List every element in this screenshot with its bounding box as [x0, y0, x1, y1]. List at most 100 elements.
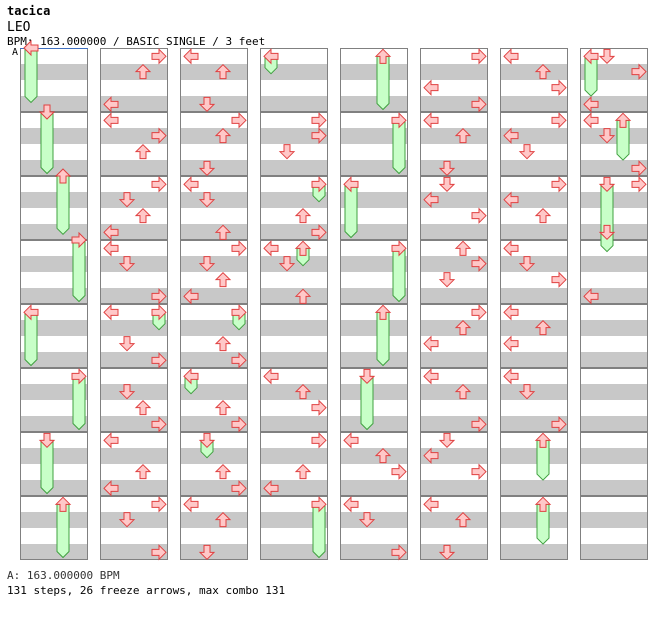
measure-border	[420, 368, 488, 432]
down-arrow-icon	[118, 512, 136, 528]
measure-stripe	[420, 416, 488, 432]
measure-border	[420, 432, 488, 496]
measure-stripe	[260, 128, 328, 144]
left-arrow-icon	[103, 432, 119, 449]
measure-stripe	[580, 480, 648, 496]
measure-border	[180, 112, 248, 176]
measure-stripe	[500, 288, 568, 304]
measure-border	[180, 496, 248, 560]
measure-border	[260, 112, 328, 176]
right-arrow-icon	[471, 463, 487, 480]
freeze-arrow-body	[344, 183, 358, 239]
right-freeze-head-icon	[311, 496, 327, 513]
right-arrow-icon	[151, 352, 167, 369]
right-arrow-icon	[551, 271, 567, 288]
measure-stripe	[420, 480, 488, 496]
measure-stripe	[420, 256, 488, 272]
measure-border	[500, 304, 568, 368]
freeze-arrow-body	[360, 375, 374, 431]
measure-stripe	[100, 320, 168, 336]
measure-border	[580, 432, 648, 496]
right-arrow-icon	[311, 127, 327, 144]
down-arrow-icon	[598, 128, 616, 144]
measure-stripe	[100, 352, 168, 368]
measure-stripe	[420, 96, 488, 112]
left-freeze-head-icon	[343, 176, 359, 193]
measure-border	[100, 304, 168, 368]
up-arrow-icon	[534, 319, 552, 336]
freeze-arrow-body	[24, 47, 38, 104]
left-arrow-icon	[183, 288, 199, 305]
left-arrow-icon	[583, 288, 599, 305]
measure-border	[420, 304, 488, 368]
measure-stripe	[340, 64, 408, 80]
measure-stripe	[580, 384, 648, 400]
down-arrow-icon	[118, 192, 136, 208]
up-arrow-icon	[294, 207, 312, 224]
down-arrow-icon	[278, 144, 296, 160]
left-arrow-icon	[503, 127, 519, 144]
freeze-arrow-body	[392, 247, 406, 303]
measure-stripe	[500, 448, 568, 464]
measure-border	[180, 240, 248, 304]
measure-border	[100, 48, 168, 112]
measure-border	[20, 304, 88, 368]
right-arrow-icon	[471, 96, 487, 113]
right-arrow-icon	[151, 48, 167, 65]
measure-border	[580, 496, 648, 560]
right-arrow-icon	[311, 399, 327, 416]
measure-stripe	[180, 416, 248, 432]
down-arrow-icon	[198, 96, 216, 113]
up-arrow-icon	[134, 207, 152, 224]
right-freeze-head-icon	[151, 304, 167, 321]
up-arrow-icon	[454, 383, 472, 400]
measure-stripe	[420, 64, 488, 80]
up-freeze-head-icon	[534, 432, 552, 448]
measure-stripe	[260, 320, 328, 336]
left-arrow-icon	[503, 304, 519, 321]
measure-border	[500, 496, 568, 560]
up-arrow-icon	[214, 511, 232, 528]
left-arrow-icon	[343, 432, 359, 449]
down-arrow-icon	[198, 192, 216, 208]
measure-stripe	[20, 192, 88, 208]
up-arrow-icon	[294, 463, 312, 480]
up-arrow-icon	[134, 63, 152, 80]
measure-stripe	[260, 544, 328, 560]
measure-border	[100, 368, 168, 432]
measure-stripe	[180, 512, 248, 528]
measure-border	[100, 176, 168, 240]
up-arrow-icon	[294, 288, 312, 304]
left-arrow-icon	[103, 112, 119, 129]
measure-border	[20, 368, 88, 432]
measure-border	[180, 304, 248, 368]
left-arrow-icon	[503, 240, 519, 257]
measure-stripe	[260, 160, 328, 176]
down-arrow-icon	[278, 256, 296, 272]
measure-stripe	[580, 160, 648, 176]
measure-stripe	[500, 224, 568, 240]
measure-stripe	[100, 416, 168, 432]
right-arrow-icon	[551, 79, 567, 96]
left-arrow-icon	[503, 191, 519, 208]
measure-stripe	[580, 192, 648, 208]
measure-stripe	[420, 320, 488, 336]
up-arrow-icon	[374, 447, 392, 464]
measure-stripe	[20, 96, 88, 112]
right-freeze-head-icon	[71, 231, 87, 249]
down-arrow-icon	[118, 336, 136, 352]
measure-border	[260, 48, 328, 112]
up-arrow-icon	[454, 127, 472, 144]
measure-border	[500, 176, 568, 240]
freeze-arrow-body	[392, 119, 406, 175]
down-arrow-icon	[438, 544, 456, 561]
right-freeze-head-icon	[391, 240, 407, 257]
down-arrow-icon	[198, 160, 216, 177]
measure-border	[340, 368, 408, 432]
measure-stripe	[100, 96, 168, 112]
left-arrow-icon	[103, 304, 119, 321]
down-arrow-icon	[118, 256, 136, 272]
right-arrow-icon	[551, 416, 567, 433]
measure-border	[580, 176, 648, 240]
measure-border	[100, 432, 168, 496]
